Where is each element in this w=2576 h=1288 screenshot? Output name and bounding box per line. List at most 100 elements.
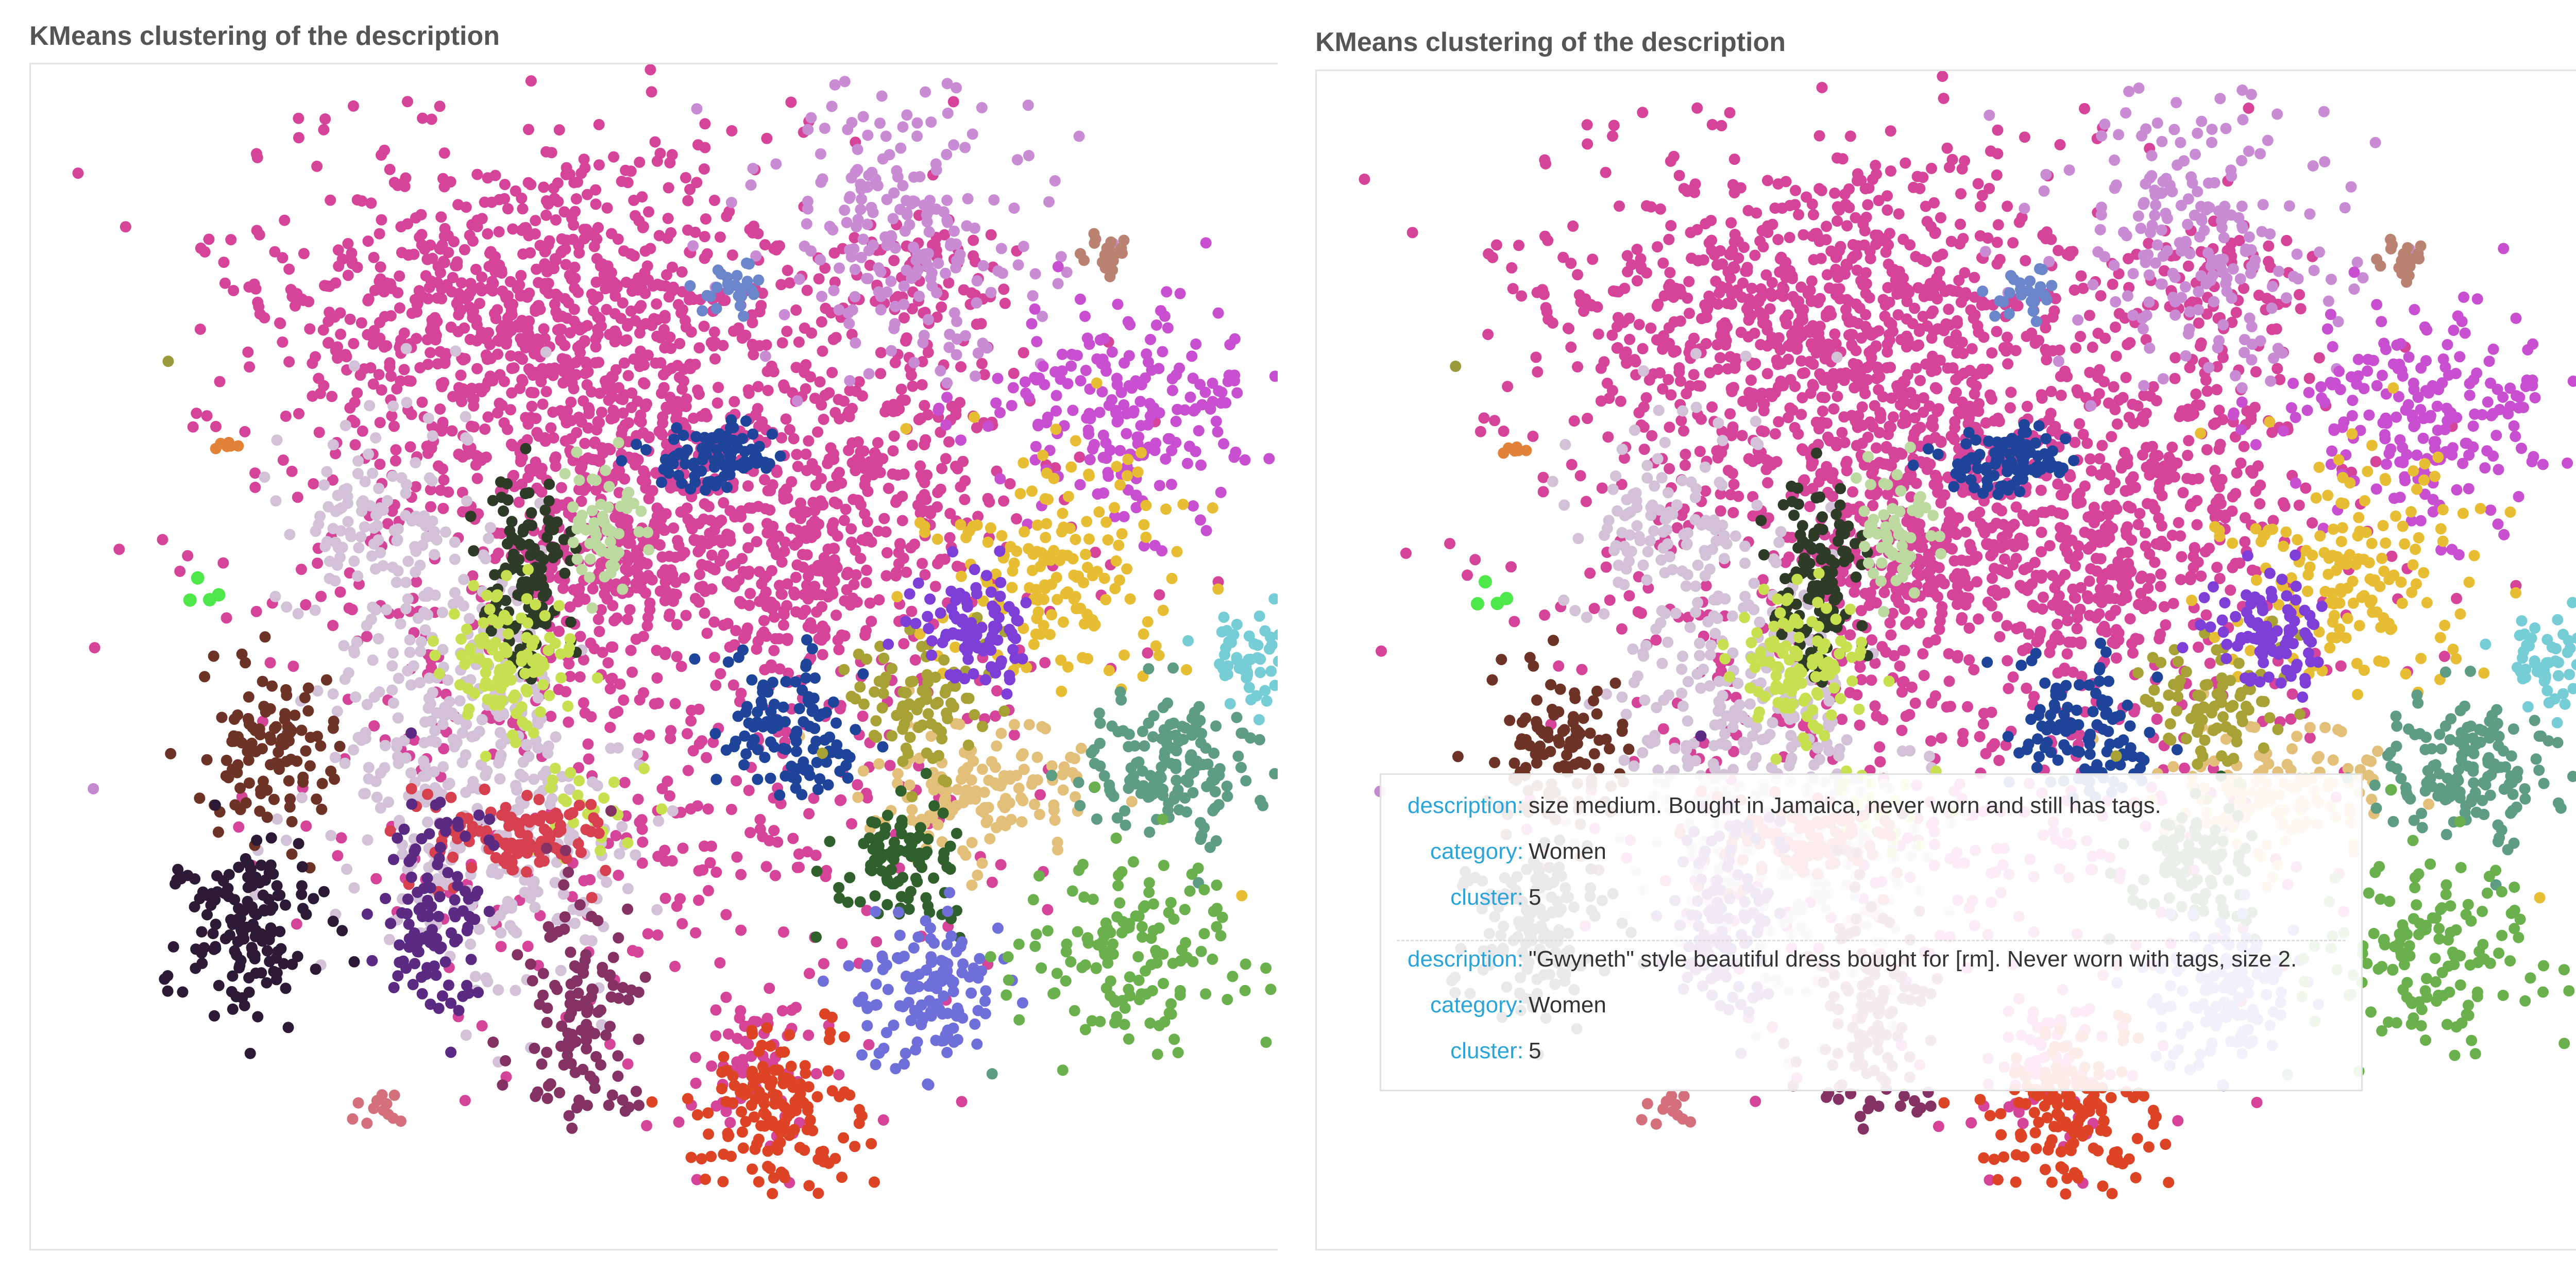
data-point[interactable] — [402, 555, 414, 567]
data-point[interactable] — [324, 307, 335, 318]
data-point[interactable] — [861, 181, 873, 193]
data-point[interactable] — [530, 413, 542, 425]
data-point[interactable] — [726, 125, 738, 137]
data-point[interactable] — [838, 664, 850, 675]
data-point[interactable] — [976, 358, 988, 369]
data-point[interactable] — [944, 863, 956, 875]
data-point[interactable] — [387, 647, 399, 659]
data-point[interactable] — [805, 371, 816, 383]
data-point[interactable] — [730, 735, 741, 747]
data-point[interactable] — [219, 277, 231, 289]
data-point[interactable] — [261, 811, 273, 823]
data-point[interactable] — [292, 608, 304, 620]
data-point[interactable] — [561, 795, 572, 807]
data-point[interactable] — [1078, 618, 1090, 630]
data-point[interactable] — [1220, 642, 1232, 654]
data-point[interactable] — [546, 793, 558, 805]
data-point[interactable] — [745, 284, 757, 296]
data-point[interactable] — [1004, 669, 1015, 681]
data-point[interactable] — [656, 477, 668, 488]
data-point[interactable] — [793, 336, 805, 348]
data-point[interactable] — [416, 229, 428, 241]
data-point[interactable] — [1099, 359, 1111, 371]
data-point[interactable] — [959, 475, 971, 487]
data-point[interactable] — [1221, 625, 1233, 636]
data-point[interactable] — [434, 403, 446, 415]
data-point[interactable] — [561, 234, 572, 246]
data-point[interactable] — [332, 489, 344, 501]
data-point[interactable] — [454, 695, 466, 707]
data-point[interactable] — [943, 277, 955, 289]
data-point[interactable] — [537, 398, 549, 410]
data-point[interactable] — [961, 220, 973, 232]
data-point[interactable] — [710, 1030, 722, 1042]
data-point[interactable] — [553, 124, 565, 136]
data-point[interactable] — [701, 248, 713, 260]
data-point[interactable] — [668, 522, 680, 534]
data-point[interactable] — [1018, 764, 1030, 775]
data-point[interactable] — [386, 505, 398, 517]
data-point[interactable] — [790, 1002, 802, 1013]
data-point[interactable] — [530, 460, 541, 472]
data-point[interactable] — [1142, 419, 1154, 431]
data-point[interactable] — [799, 240, 810, 252]
data-point[interactable] — [696, 410, 707, 422]
data-point[interactable] — [814, 376, 826, 388]
data-point[interactable] — [494, 397, 505, 409]
data-point[interactable] — [930, 158, 942, 170]
data-point[interactable] — [858, 463, 870, 474]
data-point[interactable] — [928, 800, 940, 812]
data-point[interactable] — [456, 486, 468, 498]
data-point[interactable] — [625, 645, 637, 656]
data-point[interactable] — [804, 720, 816, 732]
data-point[interactable] — [609, 336, 621, 348]
data-point[interactable] — [1222, 790, 1233, 802]
data-point[interactable] — [734, 292, 746, 303]
data-point[interactable] — [1265, 665, 1277, 677]
data-point[interactable] — [302, 682, 314, 694]
data-point[interactable] — [1253, 714, 1265, 725]
data-point[interactable] — [520, 684, 532, 696]
data-point[interactable] — [849, 264, 861, 275]
data-point[interactable] — [828, 496, 840, 508]
data-point[interactable] — [497, 285, 509, 297]
data-point[interactable] — [374, 228, 385, 240]
data-point[interactable] — [630, 210, 641, 222]
data-point[interactable] — [1094, 717, 1106, 729]
data-point[interactable] — [549, 253, 561, 265]
data-point[interactable] — [926, 635, 938, 647]
data-point[interactable] — [564, 671, 576, 682]
data-point[interactable] — [743, 387, 755, 399]
data-point[interactable] — [402, 375, 414, 387]
data-point[interactable] — [724, 641, 736, 653]
data-point[interactable] — [608, 776, 620, 788]
data-point[interactable] — [730, 625, 742, 636]
data-point[interactable] — [279, 214, 291, 226]
data-point[interactable] — [410, 457, 421, 469]
data-point[interactable] — [873, 262, 885, 274]
data-point[interactable] — [675, 550, 687, 562]
data-point[interactable] — [803, 697, 815, 708]
data-point[interactable] — [370, 604, 382, 616]
data-point[interactable] — [840, 503, 852, 515]
data-point[interactable] — [667, 588, 679, 600]
data-point[interactable] — [670, 577, 682, 588]
data-point[interactable] — [1061, 266, 1073, 278]
data-point[interactable] — [327, 722, 339, 734]
data-point[interactable] — [318, 124, 330, 135]
data-point[interactable] — [579, 437, 591, 449]
data-point[interactable] — [774, 789, 786, 801]
data-point[interactable] — [216, 711, 228, 723]
data-point[interactable] — [419, 760, 431, 772]
data-point[interactable] — [971, 422, 982, 434]
data-point[interactable] — [365, 197, 377, 209]
data-point[interactable] — [748, 721, 759, 733]
data-point[interactable] — [1074, 293, 1086, 305]
data-point[interactable] — [929, 239, 941, 250]
data-point[interactable] — [355, 317, 367, 329]
data-point[interactable] — [995, 577, 1007, 588]
data-point[interactable] — [778, 309, 790, 320]
data-point[interactable] — [921, 209, 933, 221]
data-point[interactable] — [334, 586, 346, 598]
data-point[interactable] — [870, 173, 882, 185]
